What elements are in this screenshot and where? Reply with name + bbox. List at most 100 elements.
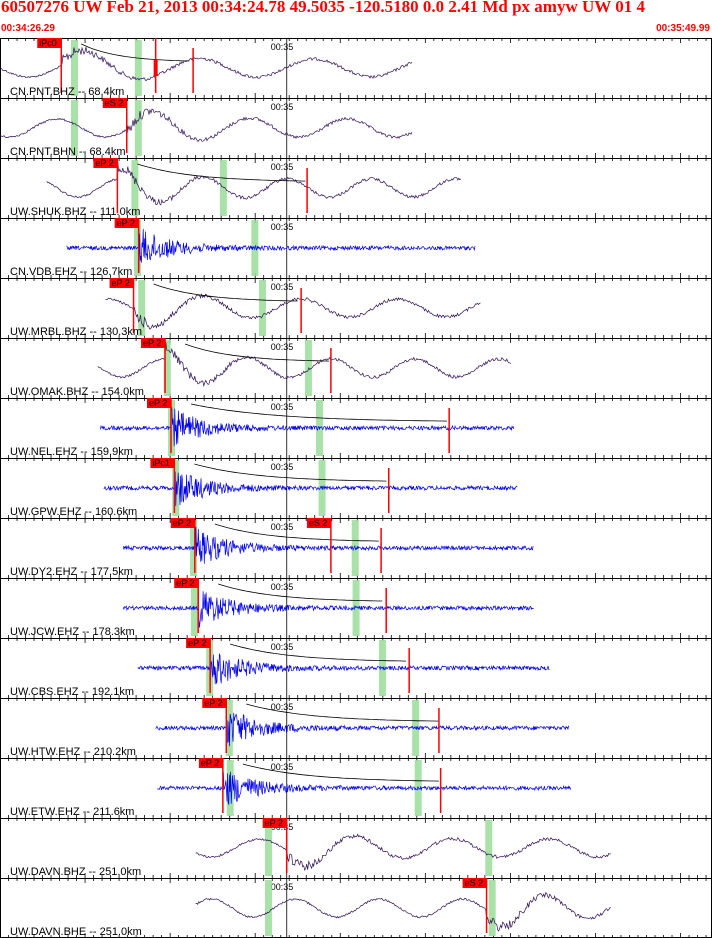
station-label: UW.GPW.EHZ -- 160.6km — [10, 506, 137, 518]
station-label: UW.DY2.EHZ -- 177.5km — [10, 566, 133, 578]
waveform — [103, 471, 518, 507]
pick-window — [488, 880, 496, 936]
coda-curve — [184, 343, 330, 362]
minute-label: 00:35 — [271, 522, 294, 532]
waveform — [195, 892, 611, 932]
pick-label: eS 2 — [465, 878, 484, 888]
pick-label: eP 2 — [265, 818, 283, 828]
coda-curve — [246, 703, 439, 722]
trace-panel: 00:35 iPc0 CN.PNT.BHZ -- 68.4km — [0, 38, 707, 98]
pick-window — [71, 100, 79, 156]
pick-window — [219, 160, 227, 216]
pick-label: eP 2 — [143, 338, 161, 348]
trace-panel: 00:35 eP 2 UW.SHUK.BHZ -- 111.0km — [0, 158, 712, 218]
trace-panel: 00:35 eP 2 UW.OMAK.BHZ -- 154.0km — [0, 338, 712, 398]
pick-window — [133, 220, 141, 276]
waveform — [46, 162, 462, 206]
pick-label: eP 2 — [95, 158, 113, 168]
minute-label: 00:35 — [271, 402, 294, 412]
end-time: 00:35:49.99 — [656, 23, 710, 34]
trace-panel: 00:35 eP 2 UW.HTW.EHZ -- 210.2km — [0, 698, 712, 758]
waveform — [0, 108, 413, 142]
coda-curve — [81, 43, 190, 62]
waveform — [195, 833, 611, 872]
plot-frame — [0, 38, 712, 938]
pick-window — [131, 160, 139, 216]
pick-box — [170, 518, 195, 528]
minute-label: 00:35 — [271, 282, 294, 292]
pick-box — [114, 218, 139, 228]
station-label: UW.SHUK.BHZ -- 111.0km — [10, 206, 140, 218]
pick-box — [186, 638, 211, 648]
waveform — [122, 526, 534, 564]
minute-label: 00:35 — [271, 102, 294, 112]
minute-label: 00:35 — [271, 222, 294, 232]
waveform — [137, 652, 550, 685]
trace-panel: 00:35 eP 2 UW.MRBL.BHZ -- 130.3km — [0, 278, 712, 338]
pick-window — [134, 40, 142, 96]
pick-box — [109, 278, 134, 288]
waveform — [105, 293, 481, 330]
coda-curve — [153, 283, 298, 302]
station-label: UW.ETW.EHZ -- 211.6km — [10, 806, 134, 818]
trace-panel: 00:35 eP 2 CN.VDB.EHZ -- 126.7km — [0, 218, 712, 278]
pick-box — [37, 38, 62, 48]
waveform — [157, 771, 572, 806]
waveform — [100, 407, 515, 447]
pick-window — [259, 280, 267, 336]
station-label: UW.JCW.EHZ -- 178.3km — [10, 626, 135, 638]
pick-label: eP 2 — [188, 638, 206, 648]
pick-label: eP 2 — [201, 758, 219, 768]
pick-box — [198, 758, 223, 768]
pick-label: eP 2 — [176, 578, 194, 588]
station-label: UW.NEL.EHZ -- 159.9km — [10, 446, 133, 458]
coda-curve — [190, 403, 448, 422]
station-label: CN.PNT.BHN -- 68.4km — [10, 146, 126, 158]
waveform — [0, 46, 413, 82]
waveform — [122, 588, 534, 628]
station-label: CN.VDB.EHZ -- 126.7km — [10, 266, 132, 278]
station-label: CN.PNT.BHZ -- 68.4km — [10, 86, 124, 98]
station-label: UW.CBS.EHZ -- 192.1km — [10, 686, 134, 698]
trace-panel: 00:35 eS 2 CN.PNT.BHN -- 68.4km — [0, 98, 712, 158]
coda-curve — [137, 163, 306, 182]
minute-label: 00:35 — [271, 882, 294, 892]
minute-label: 00:35 — [271, 642, 294, 652]
pick-box — [462, 878, 487, 888]
pick-label: eP 2 — [112, 278, 130, 288]
coda-curve — [218, 583, 383, 602]
pick-label: eP 2 — [173, 518, 191, 528]
station-label: UW.HTW.EHZ -- 210.2km — [10, 746, 136, 758]
trace-panel: 00:35 iPc1 UW.GPW.EHZ -- 160.6km — [0, 458, 712, 518]
minute-label: 00:35 — [271, 42, 294, 52]
pick-box — [146, 398, 171, 408]
pick-label: eS 2 — [105, 98, 124, 108]
pick-window — [138, 280, 146, 336]
coda-curve — [214, 523, 379, 542]
pick-window — [264, 820, 272, 876]
pick-window — [71, 40, 79, 96]
trace-panel: 00:35 eP 2 UW.NEL.EHZ -- 159.9km — [0, 398, 712, 458]
pick-label: iPc1 — [152, 458, 170, 468]
event-title: 60507276 UW Feb 21, 2013 00:34:24.78 49.… — [1, 0, 645, 16]
trace-panel: 00:35 eP 2 UW.ETW.EHZ -- 211.6km — [0, 758, 712, 818]
pick-box — [150, 458, 175, 468]
pick-window — [485, 820, 493, 876]
minute-label: 00:35 — [271, 582, 294, 592]
pick-window — [163, 340, 171, 396]
pick-box — [262, 818, 287, 828]
pick-label: eP 2 — [149, 398, 167, 408]
pick-window — [414, 760, 422, 816]
pick-box — [141, 338, 166, 348]
pick-label: eS 2 — [309, 518, 328, 528]
pick-label: eP 2 — [117, 218, 135, 228]
minute-label: 00:35 — [271, 462, 294, 472]
station-label: UW.DAVN.BHZ -- 251.0km — [10, 866, 141, 878]
waveform — [66, 228, 476, 270]
minute-label: 00:35 — [271, 762, 294, 772]
minute-label: 00:35 — [271, 342, 294, 352]
pick-label: iPc0 — [39, 38, 57, 48]
coda-curve — [229, 643, 407, 662]
